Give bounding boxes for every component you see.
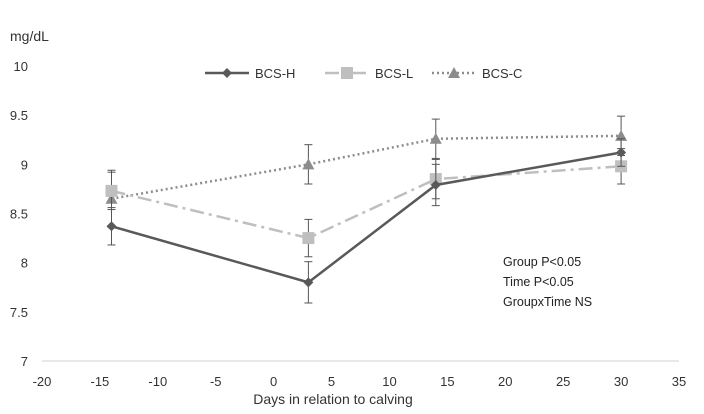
series-line <box>111 165 622 240</box>
y-tick-label: 9 <box>21 157 28 172</box>
x-tick-labels: -20 -15 -10 -5 0 5 10 15 20 25 30 35 <box>33 374 687 389</box>
data-point <box>429 132 442 144</box>
y-tick-label: 8 <box>21 256 28 271</box>
legend-marker <box>448 67 460 78</box>
y-tick-labels: 7 7.5 8 8.5 9 9.5 10 <box>10 59 28 369</box>
y-tick-label: 9.5 <box>10 108 28 123</box>
y-tick-label: 10 <box>14 59 28 74</box>
data-point <box>616 147 627 158</box>
x-tick-label: 5 <box>328 374 335 389</box>
legend-label: BCS-H <box>255 66 295 81</box>
x-tick-label: -20 <box>33 374 52 389</box>
y-tick-label: 7.5 <box>10 305 28 320</box>
y-axis-unit-label: mg/dL <box>10 28 49 44</box>
data-point <box>615 129 628 141</box>
stat-annotation: Time P<0.05 <box>503 275 574 289</box>
series-line <box>111 134 622 200</box>
data-point <box>106 221 117 232</box>
x-tick-label: 0 <box>270 374 277 389</box>
series-bcs-h <box>106 138 627 304</box>
series-bcs-c <box>105 115 628 228</box>
legend: BCS-H BCS-L BCS-C <box>205 66 522 81</box>
x-tick-label: 10 <box>382 374 396 389</box>
stats-annotations: Group P<0.05 Time P<0.05 GroupxTime NS <box>503 255 592 309</box>
legend-marker <box>222 68 232 78</box>
data-point <box>302 158 315 170</box>
x-tick-label: -10 <box>148 374 167 389</box>
data-point <box>303 277 314 288</box>
data-point <box>302 232 315 245</box>
x-tick-label: 35 <box>672 374 686 389</box>
legend-marker <box>341 67 353 79</box>
legend-label: BCS-L <box>375 66 413 81</box>
x-tick-label: 20 <box>498 374 512 389</box>
series-layer <box>105 115 628 304</box>
x-tick-label: 25 <box>556 374 570 389</box>
y-tick-label: 7 <box>21 354 28 369</box>
x-axis-title: Days in relation to calving <box>253 391 413 407</box>
stat-annotation: Group P<0.05 <box>503 255 581 269</box>
x-tick-label: 15 <box>440 374 454 389</box>
series-line <box>111 151 622 284</box>
y-tick-label: 8.5 <box>10 207 28 222</box>
x-tick-label: -15 <box>91 374 110 389</box>
data-point <box>430 179 441 190</box>
data-point <box>105 184 118 197</box>
x-tick-label: 30 <box>614 374 628 389</box>
x-tick-label: -5 <box>210 374 222 389</box>
stat-annotation: GroupxTime NS <box>503 295 592 309</box>
legend-label: BCS-C <box>482 66 522 81</box>
